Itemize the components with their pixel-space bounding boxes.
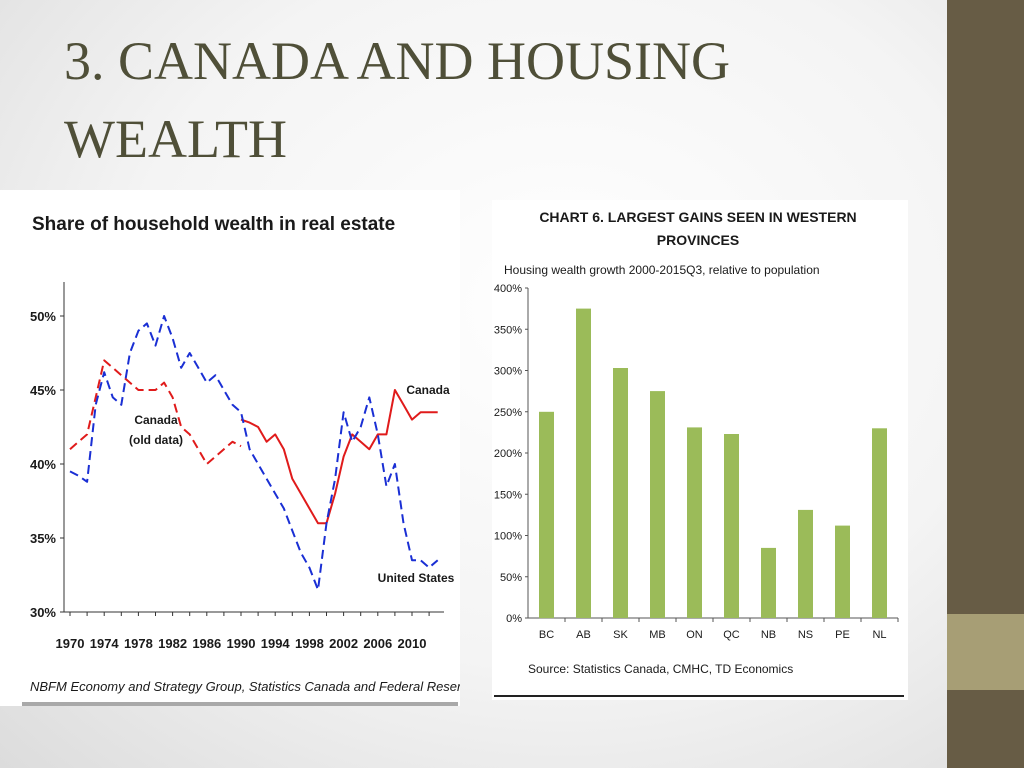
line-chart-annotations: Canada (old data) Canada United States bbox=[129, 383, 455, 585]
bar-chart-category-label: SK bbox=[613, 629, 628, 641]
decorative-side-band-accent bbox=[947, 614, 1024, 690]
bar-chart-panel: CHART 6. LARGEST GAINS SEEN IN WESTERN P… bbox=[492, 200, 908, 700]
bar-bc bbox=[539, 411, 554, 619]
bar-chart-y-tick-label: 100% bbox=[494, 531, 522, 543]
bar-chart-category-label: AB bbox=[576, 629, 591, 641]
line-chart-title: Share of household wealth in real estate bbox=[32, 214, 395, 235]
bar-ns bbox=[798, 509, 813, 618]
line-chart-x-tick-label: 1998 bbox=[295, 636, 324, 651]
bar-chart-category-label: NL bbox=[872, 629, 886, 641]
bar-chart-bars bbox=[539, 308, 887, 619]
bar-mb bbox=[650, 391, 665, 618]
line-series-canada bbox=[240, 389, 438, 525]
line-chart-x-tick-label: 1978 bbox=[124, 636, 153, 651]
bar-chart-y-tick-label: 250% bbox=[494, 407, 522, 419]
bar-nb bbox=[761, 547, 776, 618]
bar-chart-category-label: PE bbox=[835, 629, 850, 641]
bar-chart-axes: 0% 50% 100% 150% 200% 250% 300% 350% 400% BC AB SK M… bbox=[494, 283, 899, 641]
line-chart-x-tick-label: 2006 bbox=[363, 636, 392, 651]
line-series-united-states bbox=[69, 315, 439, 591]
bar-chart-category-label: MB bbox=[649, 629, 666, 641]
line-chart: Share of household wealth in real estate… bbox=[30, 214, 508, 694]
line-chart-source: NBFM Economy and Strategy Group, Statist… bbox=[30, 679, 460, 694]
slide-title: 3. CANADA AND HOUSING WEALTH bbox=[64, 31, 731, 169]
line-chart-x-tick-label: 2010 bbox=[398, 636, 427, 651]
bar-chart-y-tick-label: 200% bbox=[494, 448, 522, 460]
right-panel-underline bbox=[494, 695, 904, 697]
line-chart-y-tick-label: 50% bbox=[30, 309, 56, 324]
line-chart-x-tick-label: 1982 bbox=[158, 636, 187, 651]
bar-pe bbox=[835, 525, 850, 618]
line-chart-x-tick-label: 1970 bbox=[56, 636, 85, 651]
bar-chart-y-tick-label: 150% bbox=[494, 489, 522, 501]
line-chart-y-tick-label: 40% bbox=[30, 457, 56, 472]
bar-chart-subtitle: Housing wealth growth 2000-2015Q3, relat… bbox=[504, 263, 820, 277]
line-chart-x-tick-label: 1994 bbox=[261, 636, 291, 651]
line-chart-annotation: (old data) bbox=[129, 433, 183, 447]
bar-chart-y-tick-label: 0% bbox=[506, 613, 522, 625]
bar-chart: CHART 6. LARGEST GAINS SEEN IN WESTERN P… bbox=[494, 209, 899, 676]
line-chart-annotation: United States bbox=[378, 571, 455, 585]
line-chart-x-tick-label: 1974 bbox=[90, 636, 120, 651]
bar-chart-category-label: NS bbox=[798, 629, 813, 641]
line-chart-annotation: Canada bbox=[406, 383, 450, 397]
bar-qc bbox=[724, 434, 739, 618]
bar-ab bbox=[576, 308, 591, 618]
bar-chart-category-label: NB bbox=[761, 629, 776, 641]
line-chart-y-tick-label: 35% bbox=[30, 531, 56, 546]
line-chart-annotation: Canada bbox=[134, 413, 178, 427]
line-chart-series bbox=[69, 315, 439, 591]
left-panel-underline bbox=[22, 702, 458, 706]
line-series-canada-old-data bbox=[69, 359, 242, 465]
line-chart-x-tick-label: 1986 bbox=[192, 636, 221, 651]
line-chart-x-tick-label: 2002 bbox=[329, 636, 358, 651]
bar-chart-title-line-2: PROVINCES bbox=[657, 232, 739, 248]
bar-chart-y-tick-label: 350% bbox=[494, 324, 522, 336]
bar-chart-source: Source: Statistics Canada, CMHC, TD Econ… bbox=[528, 662, 793, 676]
bar-on bbox=[687, 427, 702, 618]
bar-chart-y-tick-label: 50% bbox=[500, 572, 522, 584]
line-chart-y-tick-label: 30% bbox=[30, 605, 56, 620]
bar-chart-category-label: ON bbox=[686, 629, 703, 641]
bar-chart-y-tick-label: 400% bbox=[494, 283, 522, 295]
bar-chart-category-label: QC bbox=[723, 629, 740, 641]
line-chart-y-tick-label: 45% bbox=[30, 383, 56, 398]
bar-chart-y-tick-label: 300% bbox=[494, 366, 522, 378]
line-chart-x-tick-label: 1990 bbox=[227, 636, 256, 651]
bar-chart-category-label: BC bbox=[539, 629, 554, 641]
line-chart-axes: 30% 35% 40% 45% 50% 1970 1974 1978 1982 1986 1990 1… bbox=[30, 282, 444, 651]
bar-chart-title-line-1: CHART 6. LARGEST GAINS SEEN IN WESTERN bbox=[539, 209, 856, 225]
bar-nl bbox=[872, 428, 887, 618]
line-chart-panel: Share of household wealth in real estate… bbox=[0, 190, 508, 706]
bar-sk bbox=[613, 368, 628, 618]
